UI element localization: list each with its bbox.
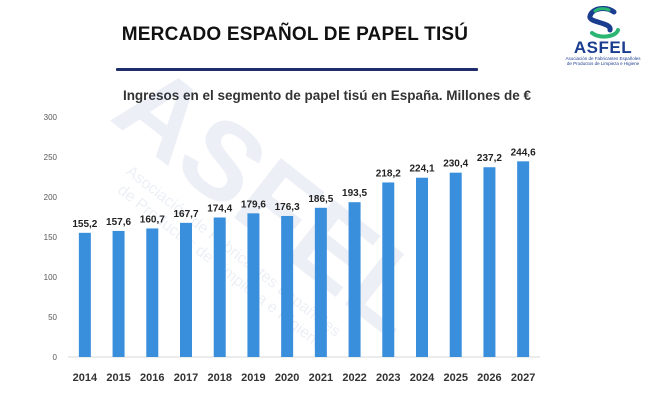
bar-2014 <box>78 232 91 357</box>
y-tick-label: 50 <box>48 313 57 322</box>
bar-2021 <box>314 207 327 357</box>
data-label: 174,4 <box>207 203 232 214</box>
x-tick-label: 2016 <box>140 372 164 384</box>
chart-title: Ingresos en el segmento de papel tisú en… <box>122 88 532 103</box>
x-tick-label: 2014 <box>73 372 98 384</box>
y-tick-label: 100 <box>44 273 58 282</box>
bar-2017 <box>180 222 192 357</box>
x-tick-label: 2021 <box>309 372 333 384</box>
y-tick-label: 200 <box>44 193 58 202</box>
data-label: 160,7 <box>140 214 165 225</box>
bar-layer <box>78 161 530 357</box>
logo-subtitle-line1: Asociación de Fabricantes Españoles <box>565 56 641 61</box>
x-tick-label: 2022 <box>342 372 366 384</box>
data-label: 244,6 <box>511 147 536 158</box>
x-tick-label: 2019 <box>241 372 265 384</box>
logo-subtitle: Asociación de Fabricantes Españoles de P… <box>562 56 644 66</box>
bar-2019 <box>247 213 260 357</box>
logo-wordmark: ASFEL <box>573 38 633 57</box>
x-tick-label: 2026 <box>477 372 501 384</box>
x-tick-label: 2024 <box>410 372 435 384</box>
bar-2022 <box>348 202 361 357</box>
data-label: 218,2 <box>376 168 401 179</box>
asfel-logo-icon <box>587 6 620 39</box>
data-label: 179,6 <box>241 199 266 210</box>
data-label: 193,5 <box>342 188 367 199</box>
bar-2016 <box>146 228 159 357</box>
y-tick-label: 150 <box>44 233 58 242</box>
y-tick-label: 250 <box>44 153 58 162</box>
bar-2024 <box>416 177 428 357</box>
page-title: MERCADO ESPAÑOL DE PAPEL TISÚ <box>121 24 469 45</box>
logo-subtitle-line2: de Productos de Limpieza e Higiene <box>566 61 640 66</box>
data-label: 186,5 <box>308 194 333 205</box>
bar-2023 <box>382 182 395 357</box>
x-tick-label: 2020 <box>275 372 299 384</box>
bar-2025 <box>449 172 462 357</box>
bar-2027 <box>517 161 530 357</box>
data-label: 230,4 <box>443 159 468 170</box>
data-label: 167,7 <box>173 209 198 220</box>
bar-2026 <box>483 167 496 357</box>
y-tick-label: 300 <box>44 113 58 122</box>
title-underline <box>116 68 478 71</box>
bar-2020 <box>281 215 294 357</box>
data-label: 176,3 <box>275 202 300 213</box>
y-tick-label: 0 <box>53 353 58 362</box>
x-tick-label: 2025 <box>443 372 467 384</box>
asfel-logo: ASFEL Asociación de Fabricantes Españole… <box>562 6 644 68</box>
x-tick-label: 2018 <box>207 372 231 384</box>
bar-2018 <box>213 217 226 357</box>
x-tick-label: 2015 <box>106 372 130 384</box>
label-layer: 155,2 2014 157,6 2015 160,7 2016 167,7 2017 174,… <box>72 147 536 384</box>
data-label: 237,2 <box>477 153 502 164</box>
bar-2015 <box>112 230 125 357</box>
data-label: 157,6 <box>106 217 131 228</box>
x-tick-label: 2027 <box>511 372 535 384</box>
data-label: 224,1 <box>409 164 434 175</box>
x-tick-label: 2023 <box>376 372 400 384</box>
x-tick-label: 2017 <box>174 372 198 384</box>
data-label: 155,2 <box>72 219 97 230</box>
